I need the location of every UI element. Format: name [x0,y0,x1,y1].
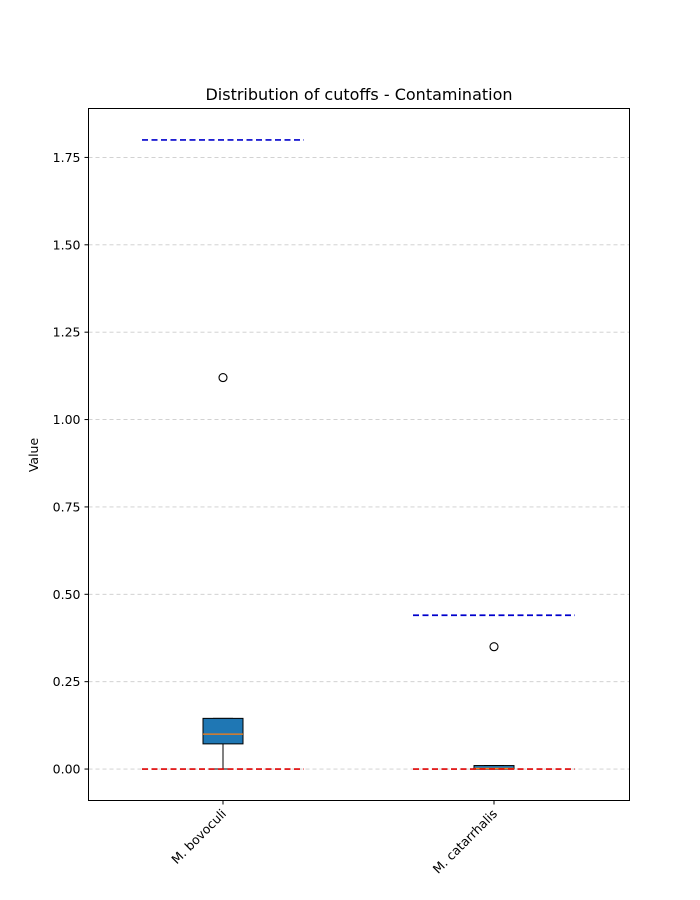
y-tick-label: 0.75 [53,499,81,514]
y-tick-label: 1.75 [53,150,81,165]
axis-ticks: 0.00 0.25 0.50 0.75 1.00 1.25 1.50 1.75 M. bovoc… [53,150,500,877]
outlier-point [218,373,228,383]
y-tick-label: 0.00 [53,762,81,777]
y-axis-label: Value [26,438,41,473]
chart-title: Distribution of cutoffs - Contamination [205,85,512,104]
y-tick-label: 0.50 [53,587,81,602]
x-tick-label: M. catarrhalis [430,806,501,877]
box-body [202,717,244,745]
y-tick-label: 0.25 [53,674,81,689]
y-tick-label: 1.25 [53,325,81,340]
cutoff-lines [142,139,575,617]
y-tick-label: 1.00 [53,412,81,427]
grid-lines [88,157,630,770]
x-tick-label: M. bovoculi [168,806,229,867]
plot-frame [88,108,630,801]
y-tick-label: 1.50 [53,237,81,252]
outlier-point [489,642,499,652]
boxes [142,373,575,770]
